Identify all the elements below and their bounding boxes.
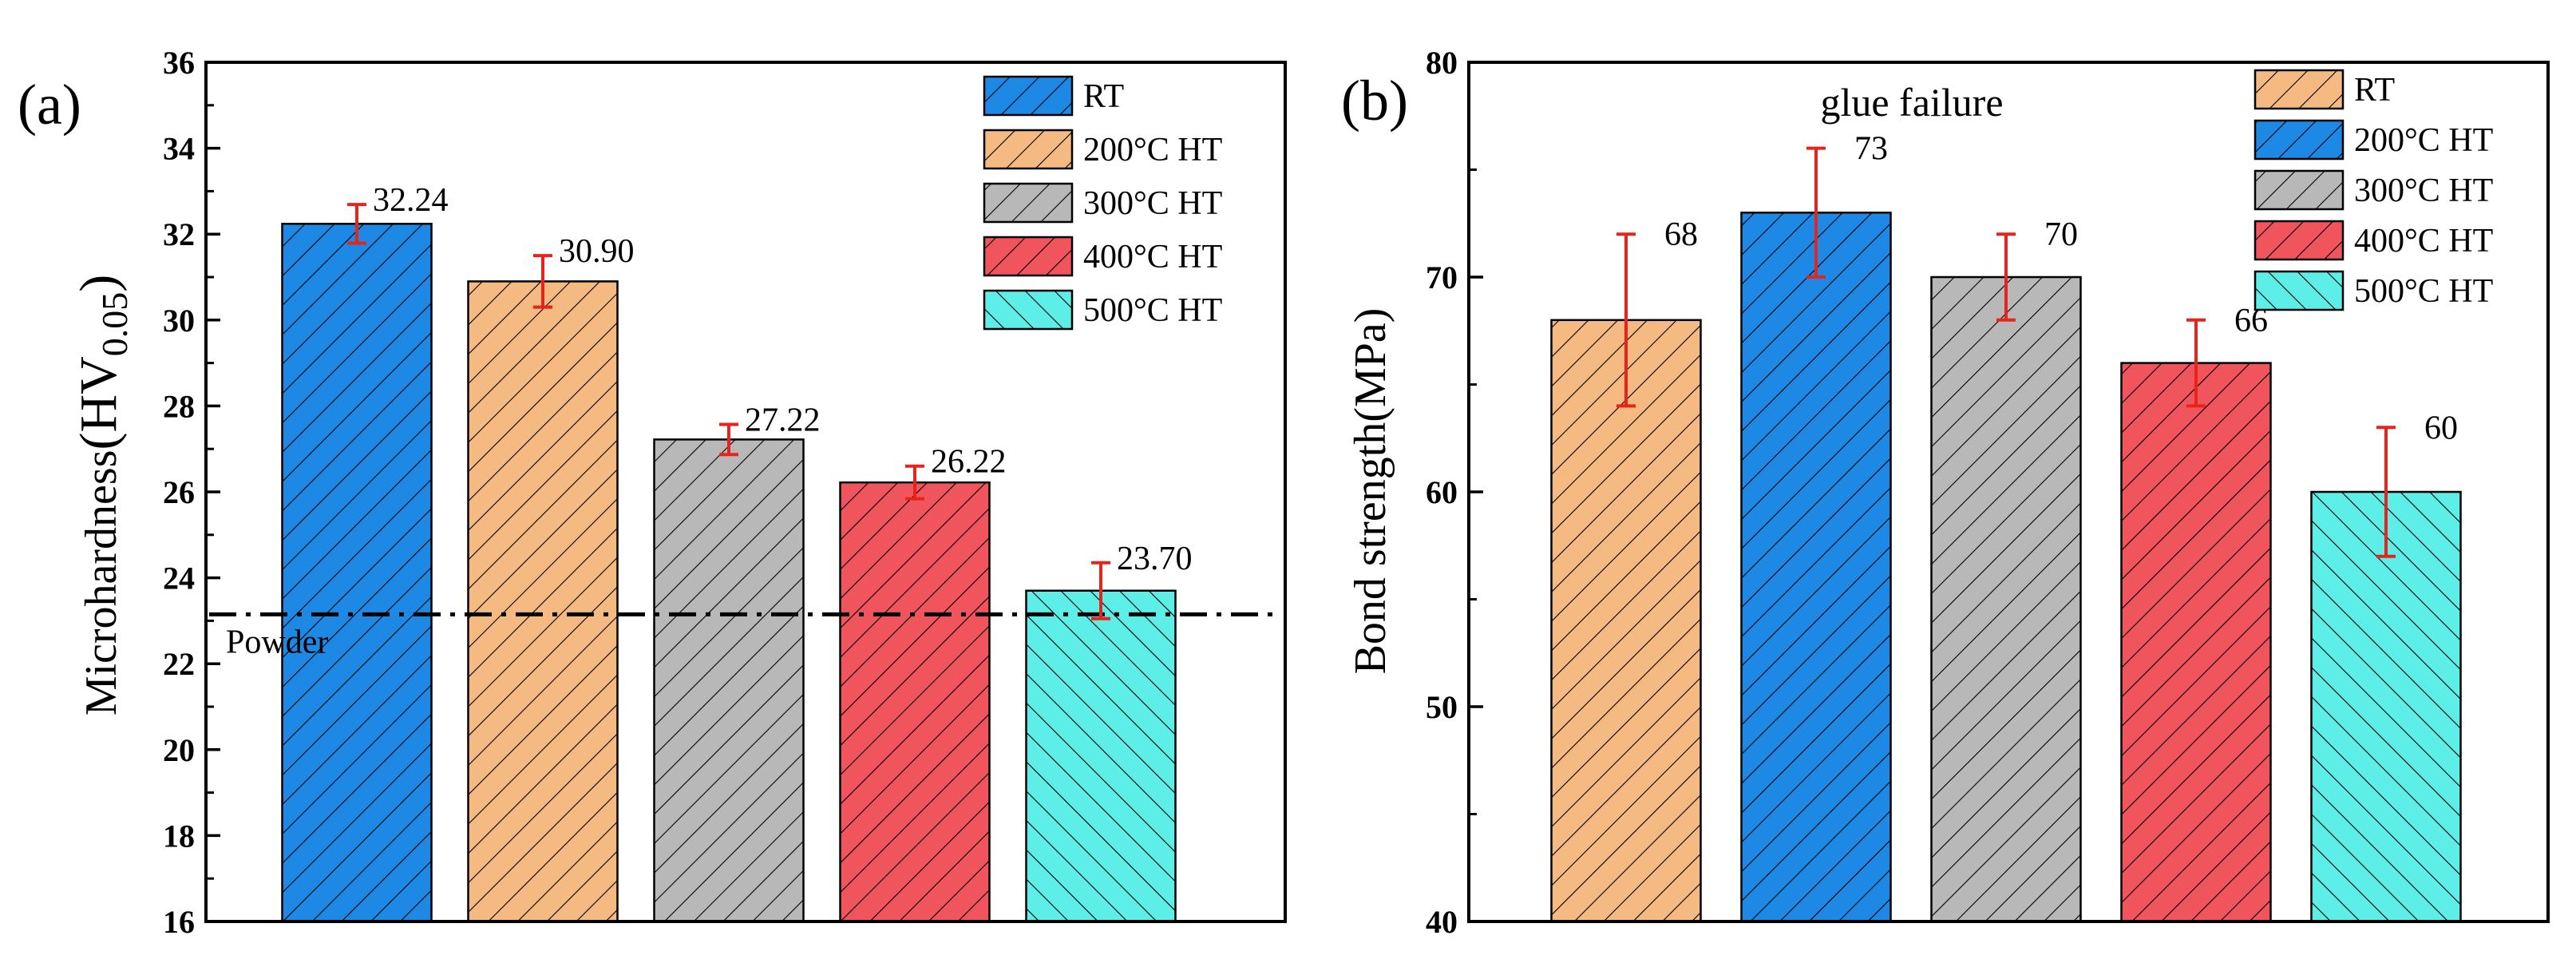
panel-a-y-axis-title: Microhardness(HV0.05) bbox=[69, 275, 135, 716]
panel-a-bar-hatch-400c-ht bbox=[839, 481, 991, 923]
panel-b-value-label-200c-ht: 73 bbox=[1854, 131, 1888, 168]
panel-b-legend-swatch-hatch-500c-ht bbox=[2254, 270, 2345, 311]
panel-a-plot-frame bbox=[204, 61, 1287, 923]
panel-b-legend-label-200c-ht: 200°C HT bbox=[2354, 122, 2493, 159]
panel-a-tick-label: 22 bbox=[163, 646, 195, 682]
panel-a-tick-label: 34 bbox=[163, 131, 195, 167]
panel-a-bars bbox=[281, 223, 1177, 923]
panel-a-value-label-400c-ht: 26.22 bbox=[931, 444, 1007, 481]
panel-b-value-label-500c-ht: 60 bbox=[2424, 410, 2458, 446]
panel-b-value-label-300c-ht: 70 bbox=[2044, 216, 2078, 253]
panel-a-value-label-500c-ht: 23.70 bbox=[1117, 541, 1193, 577]
powder-reference-label: Powder bbox=[226, 624, 328, 660]
panel-a-legend-label-400c-ht: 400°C HT bbox=[1083, 239, 1222, 275]
panel-b-plot-frame bbox=[1467, 61, 2550, 923]
panel-b-tick-label: 70 bbox=[1426, 260, 1458, 295]
panel-a-label: (a) bbox=[18, 73, 81, 137]
panel-a-bar-hatch-rt bbox=[281, 223, 433, 923]
panel-a-tick-label: 32 bbox=[163, 216, 195, 252]
panel-a-bar-hatch-300c-ht bbox=[653, 438, 805, 923]
panel-a-tick-label: 36 bbox=[163, 45, 195, 81]
panel-b-bar-hatch-500c-ht bbox=[2310, 490, 2462, 923]
panel-a-y-ticks: 16 18 20 22 24 26 28 30 32 34 36 bbox=[163, 45, 220, 940]
panel-a-legend-label-300c-ht: 300°C HT bbox=[1083, 185, 1222, 222]
panel-b-bar-hatch-rt bbox=[1550, 319, 1702, 923]
panel-a-legend-label-200c-ht: 200°C HT bbox=[1083, 132, 1222, 168]
panel-b-y-axis-title: Bond strength(MPa) bbox=[1346, 308, 1395, 675]
panel-b-bar-hatch-200c-ht bbox=[1740, 212, 1892, 923]
panel-a-bar-hatch-200c-ht bbox=[467, 280, 619, 923]
panel-a-legend-swatch-hatch-300c-ht bbox=[983, 182, 1074, 224]
panel-b-tick-label: 60 bbox=[1426, 474, 1458, 510]
panel-b-chart: (b) Bond strength(MPa) 40 50 60 70 80 68 73 70… bbox=[1341, 45, 2550, 940]
panel-a-tick-label: 30 bbox=[163, 303, 195, 339]
panel-b-bars bbox=[1550, 212, 2462, 923]
panel-b-legend-label-rt: RT bbox=[2354, 72, 2395, 109]
panel-a-chart: (a) Microhardness(HV0.05) 16 18 20 22 24 26 28… bbox=[18, 45, 1287, 940]
panel-b-tick-label: 40 bbox=[1426, 904, 1458, 940]
panel-b-legend-label-400c-ht: 400°C HT bbox=[2354, 223, 2493, 260]
panel-b-legend-label-500c-ht: 500°C HT bbox=[2354, 273, 2493, 310]
panel-a-legend-swatch-hatch-500c-ht bbox=[983, 289, 1074, 331]
panel-b-y-ticks: 40 50 60 70 80 bbox=[1426, 45, 1483, 940]
panel-b-error-bars bbox=[1616, 146, 2396, 558]
panel-a-tick-label: 16 bbox=[163, 904, 195, 940]
panel-b-bar-hatch-300c-ht bbox=[1930, 275, 2082, 923]
glue-failure-annotation: glue failure bbox=[1820, 80, 2003, 125]
panel-a-value-label-300c-ht: 27.22 bbox=[745, 402, 821, 439]
panel-b-tick-label: 50 bbox=[1426, 689, 1458, 725]
panel-b-tick-label: 80 bbox=[1426, 45, 1458, 81]
panel-b-legend-swatch-hatch-200c-ht bbox=[2254, 119, 2345, 161]
panel-a-value-label-rt: 32.24 bbox=[373, 182, 449, 219]
panel-a-tick-label: 18 bbox=[163, 818, 195, 854]
panel-b-legend-swatch-hatch-400c-ht bbox=[2254, 220, 2345, 261]
panel-b-legend: RT 200°C HT 300°C HT 400°C HT 500°C HT bbox=[2254, 69, 2493, 311]
panel-b-legend-swatch-hatch-rt bbox=[2254, 69, 2345, 110]
panel-a-tick-label: 28 bbox=[163, 388, 195, 424]
panel-b-legend-label-300c-ht: 300°C HT bbox=[2354, 172, 2493, 209]
panel-a-tick-label: 20 bbox=[163, 732, 195, 768]
panel-a-legend-swatch-hatch-400c-ht bbox=[983, 236, 1074, 277]
panel-a-legend: RT 200°C HT 300°C HT 400°C HT 500°C HT bbox=[983, 75, 1222, 331]
panel-a-tick-label: 26 bbox=[163, 474, 195, 510]
panel-b-value-label-rt: 68 bbox=[1664, 216, 1698, 253]
panel-b-bar-hatch-400c-ht bbox=[2120, 362, 2272, 923]
panel-a-legend-swatch-hatch-200c-ht bbox=[983, 129, 1074, 170]
panel-a-bar-hatch-500c-ht bbox=[1025, 589, 1177, 923]
panel-a-value-label-200c-ht: 30.90 bbox=[559, 233, 635, 270]
panel-a-legend-swatch-hatch-rt bbox=[983, 75, 1074, 117]
panel-a-reference-line: Powder bbox=[209, 612, 1282, 660]
panel-a-error-bars bbox=[347, 203, 1110, 620]
panel-a-tick-label: 24 bbox=[163, 561, 195, 596]
panel-a-value-labels: 32.24 30.90 27.22 26.22 23.70 bbox=[373, 182, 1193, 577]
panel-b-legend-swatch-hatch-300c-ht bbox=[2254, 169, 2345, 211]
panel-a-legend-label-rt: RT bbox=[1083, 78, 1124, 115]
panel-a-legend-label-500c-ht: 500°C HT bbox=[1083, 292, 1222, 329]
panel-b-label: (b) bbox=[1341, 69, 1408, 133]
